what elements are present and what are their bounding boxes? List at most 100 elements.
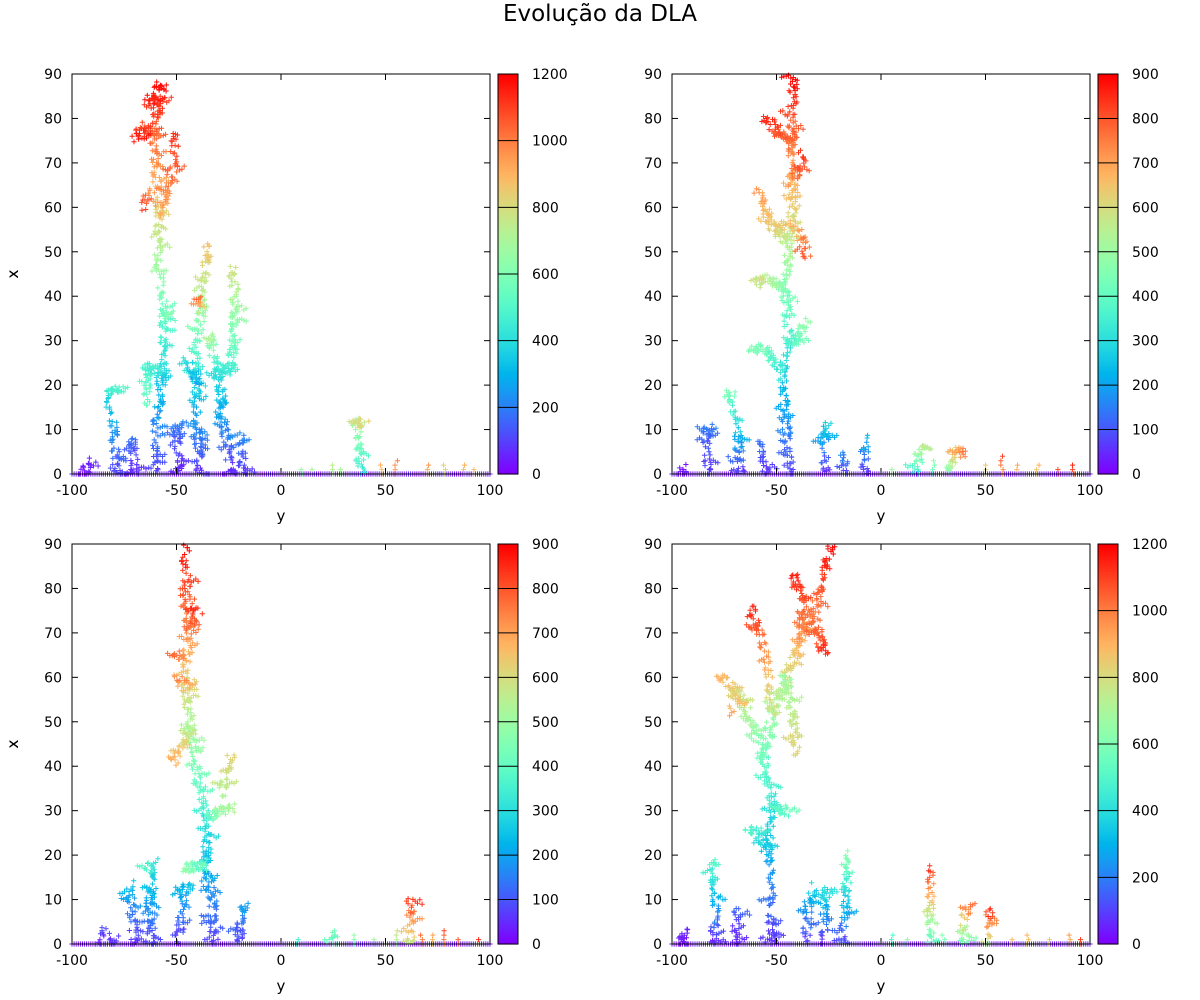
particle-point [141,102,147,108]
plot-frame [71,543,491,945]
particle-point [226,802,232,808]
y-tick-label: 20 [644,378,662,394]
particle-point [157,108,163,114]
particle-point [159,83,165,89]
particle-point [108,448,115,454]
particle-point [706,449,712,455]
particle-point [329,467,336,473]
particle-point [786,204,793,210]
particle-point [159,289,165,295]
particle-point [129,133,135,139]
y-tick-label: 40 [644,289,662,305]
y-tick-label: 80 [44,581,62,597]
x-tick-label: 0 [277,483,286,499]
particle-layer [669,543,1093,947]
figure-title: Evolução da DLA [502,1,698,27]
y-tick-label: 60 [44,670,62,686]
particle-point [232,279,238,285]
particle-point [180,561,186,567]
colorbar-tick-label: 300 [532,804,559,820]
particle-point [160,166,166,172]
x-tick-label: 50 [377,953,395,969]
particle-point [958,454,964,460]
particle-point [187,583,193,589]
particle-point [206,879,212,885]
y-tick-label: 0 [53,467,62,483]
particle-point [174,459,181,465]
particle-point [225,427,231,433]
particle-point [785,153,791,159]
x-axis-label: y [277,977,286,995]
particle-point [166,368,172,374]
particle-point [781,252,788,258]
y-tick-label: 30 [44,804,62,820]
particle-point [162,423,168,429]
particle-point [161,348,167,354]
particle-point [476,937,482,943]
colorbar-tick-label: 600 [532,670,559,686]
particle-point [145,360,151,366]
y-axis-label: x [4,269,22,278]
particle-point [461,462,468,468]
particle-point [176,648,182,654]
particle-point [169,138,175,144]
particle-point [155,465,161,472]
particle-point [739,443,745,450]
particle-point [441,928,447,934]
x-tick-label: 0 [277,953,286,969]
particle-point [377,462,384,468]
particle-point [148,140,154,146]
x-tick-label: -50 [165,953,188,969]
y-tick-label: 50 [644,245,662,261]
particle-point [157,271,163,277]
y-tick-label: 0 [53,937,62,953]
particle-point [245,900,251,906]
particle-point [783,357,789,364]
particle-point [152,126,158,132]
particle-point [190,423,196,429]
particle-point [137,124,143,131]
particle-point [160,351,167,357]
particle-point [366,418,372,424]
particle-point [232,801,238,807]
particle-point [179,166,185,172]
particle-point [192,445,198,451]
particle-point [169,310,175,316]
particle-point [128,457,134,464]
particle-point [194,430,200,436]
particle-point [181,926,187,932]
particle-point [155,266,161,272]
particle-point [179,557,185,563]
particle-point [189,389,195,395]
particle-point [233,264,239,271]
particle-point [183,898,189,904]
particle-point [774,366,780,372]
y-tick-label: 0 [653,467,662,483]
particle-point [157,361,163,367]
particle-point [143,900,149,906]
particle-point [199,259,205,265]
particle-point [189,601,195,607]
particle-point [159,268,165,274]
particle-point [731,393,738,399]
colorbar-tick-label: 400 [532,334,559,350]
particle-point [234,920,240,926]
x-tick-label: -50 [165,483,188,499]
particle-point [193,466,199,472]
particle-point [156,221,162,228]
particle-point [154,194,160,200]
particle-point [146,98,152,104]
particle-point [191,596,198,602]
particle-point [191,392,198,398]
y-tick-label: 40 [44,759,62,775]
particle-point [189,766,196,772]
particle-point [140,197,146,203]
particle-point [166,211,172,217]
particle-point [171,136,177,142]
particle-point [999,453,1006,459]
colorbar-tick-label: 800 [532,581,559,597]
particle-point [181,368,187,374]
particle-point [153,885,159,892]
particle-point [157,339,163,346]
particle-point [206,903,212,909]
